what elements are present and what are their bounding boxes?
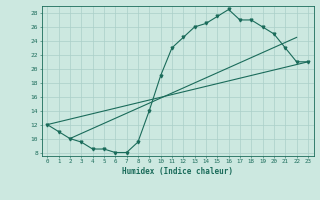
X-axis label: Humidex (Indice chaleur): Humidex (Indice chaleur) xyxy=(122,167,233,176)
